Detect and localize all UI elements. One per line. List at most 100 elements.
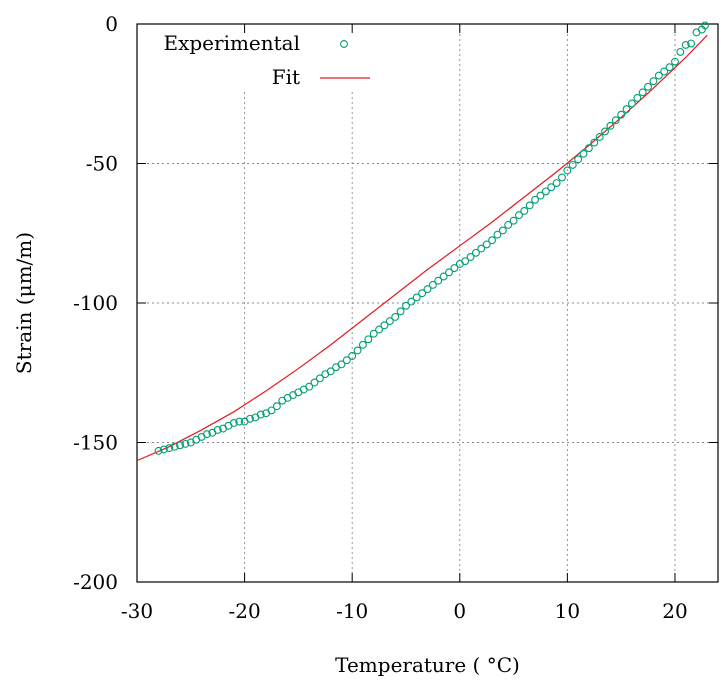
experimental-point — [633, 93, 642, 102]
x-tick-label: -30 — [121, 599, 153, 623]
grid — [137, 24, 718, 582]
experimental-point — [671, 57, 679, 66]
experimental-point — [622, 105, 631, 114]
experimental-point — [498, 226, 507, 235]
x-tick-label: -10 — [336, 599, 368, 623]
experimental-point — [176, 441, 184, 450]
experimental-point — [477, 244, 486, 253]
experimental-point — [681, 40, 690, 49]
experimental-point — [423, 285, 432, 293]
experimental-point — [450, 264, 459, 273]
experimental-point — [267, 406, 276, 415]
legend-label-experimental: Experimental — [163, 31, 300, 55]
experimental-point — [563, 166, 572, 175]
experimental-point — [202, 430, 211, 439]
experimental-point — [428, 280, 437, 289]
experimental-point — [235, 417, 244, 426]
experimental-points — [154, 21, 710, 455]
experimental-point — [439, 272, 448, 281]
experimental-point — [504, 220, 513, 229]
experimental-point — [412, 293, 421, 302]
x-tick-label: 20 — [662, 599, 687, 623]
experimental-point — [644, 82, 653, 91]
experimental-point — [482, 240, 491, 249]
experimental-point — [654, 71, 663, 80]
experimental-point — [358, 340, 367, 349]
experimental-point — [520, 206, 529, 215]
experimental-point — [375, 325, 384, 334]
experimental-point — [272, 402, 281, 411]
experimental-point — [627, 99, 636, 108]
experimental-point — [649, 77, 658, 86]
experimental-point — [348, 352, 357, 360]
experimental-point — [213, 425, 222, 434]
experimental-point — [590, 138, 599, 147]
experimental-point — [584, 144, 593, 153]
experimental-point — [310, 378, 319, 387]
y-tick-label: -200 — [73, 570, 118, 594]
experimental-point — [154, 446, 163, 455]
experimental-point — [595, 133, 604, 141]
experimental-point — [687, 39, 696, 48]
experimental-point — [396, 307, 405, 316]
experimental-point — [611, 116, 620, 125]
experimental-point — [601, 127, 609, 136]
fit-line — [136, 34, 708, 462]
experimental-point — [305, 382, 314, 391]
experimental-point — [660, 67, 669, 76]
experimental-point — [159, 445, 168, 454]
experimental-point — [229, 419, 238, 427]
experimental-point — [434, 276, 443, 285]
experimental-point — [246, 414, 254, 423]
experimental-point — [606, 121, 615, 130]
experimental-point — [466, 253, 475, 261]
legend: Experimental Fit — [163, 31, 370, 89]
experimental-point — [493, 230, 502, 239]
y-tick-label: -100 — [73, 291, 118, 315]
experimental-point — [574, 155, 583, 164]
experimental-point — [509, 216, 518, 225]
experimental-point — [701, 21, 710, 30]
experimental-point — [552, 179, 561, 187]
experimental-point — [445, 268, 453, 277]
x-tick-label: 10 — [555, 599, 580, 623]
experimental-point — [353, 346, 362, 355]
x-tick-label: -20 — [228, 599, 260, 623]
experimental-point — [558, 173, 566, 182]
experimental-point — [525, 201, 534, 210]
experimental-point — [364, 335, 373, 344]
y-axis-title: Strain (μm/m) — [12, 232, 36, 374]
experimental-point — [170, 442, 179, 451]
experimental-point — [369, 329, 378, 338]
experimental-point — [342, 356, 351, 365]
experimental-point — [547, 183, 556, 192]
experimental-point — [380, 321, 389, 330]
experimental-point — [407, 297, 416, 306]
experimental-point — [665, 63, 674, 72]
experimental-point — [391, 313, 400, 321]
axis-ticks — [136, 23, 718, 583]
legend-label-fit: Fit — [272, 65, 300, 89]
experimental-point — [568, 160, 577, 169]
y-tick-label: -50 — [86, 152, 118, 176]
experimental-point — [676, 47, 685, 56]
x-axis-title: Temperature ( °C) — [335, 653, 520, 677]
y-tick-label: 0 — [105, 12, 118, 36]
experimental-point — [181, 439, 190, 448]
experimental-point — [617, 110, 626, 119]
y-tick-label: -150 — [73, 431, 118, 455]
experimental-point — [326, 367, 335, 376]
experimental-point — [418, 289, 427, 298]
experimental-point — [579, 149, 588, 158]
experimental-point — [165, 444, 174, 453]
legend-marker-experimental — [340, 40, 348, 48]
experimental-point — [531, 195, 540, 204]
experimental-point — [638, 88, 647, 97]
experimental-point — [402, 301, 410, 310]
tick-labels: -30 -20 -10 0 10 200-50-100-150-200 — [73, 12, 688, 623]
experimental-point — [488, 236, 497, 245]
experimental-point — [536, 191, 545, 200]
experimental-point — [315, 374, 324, 383]
experimental-point — [461, 257, 470, 266]
